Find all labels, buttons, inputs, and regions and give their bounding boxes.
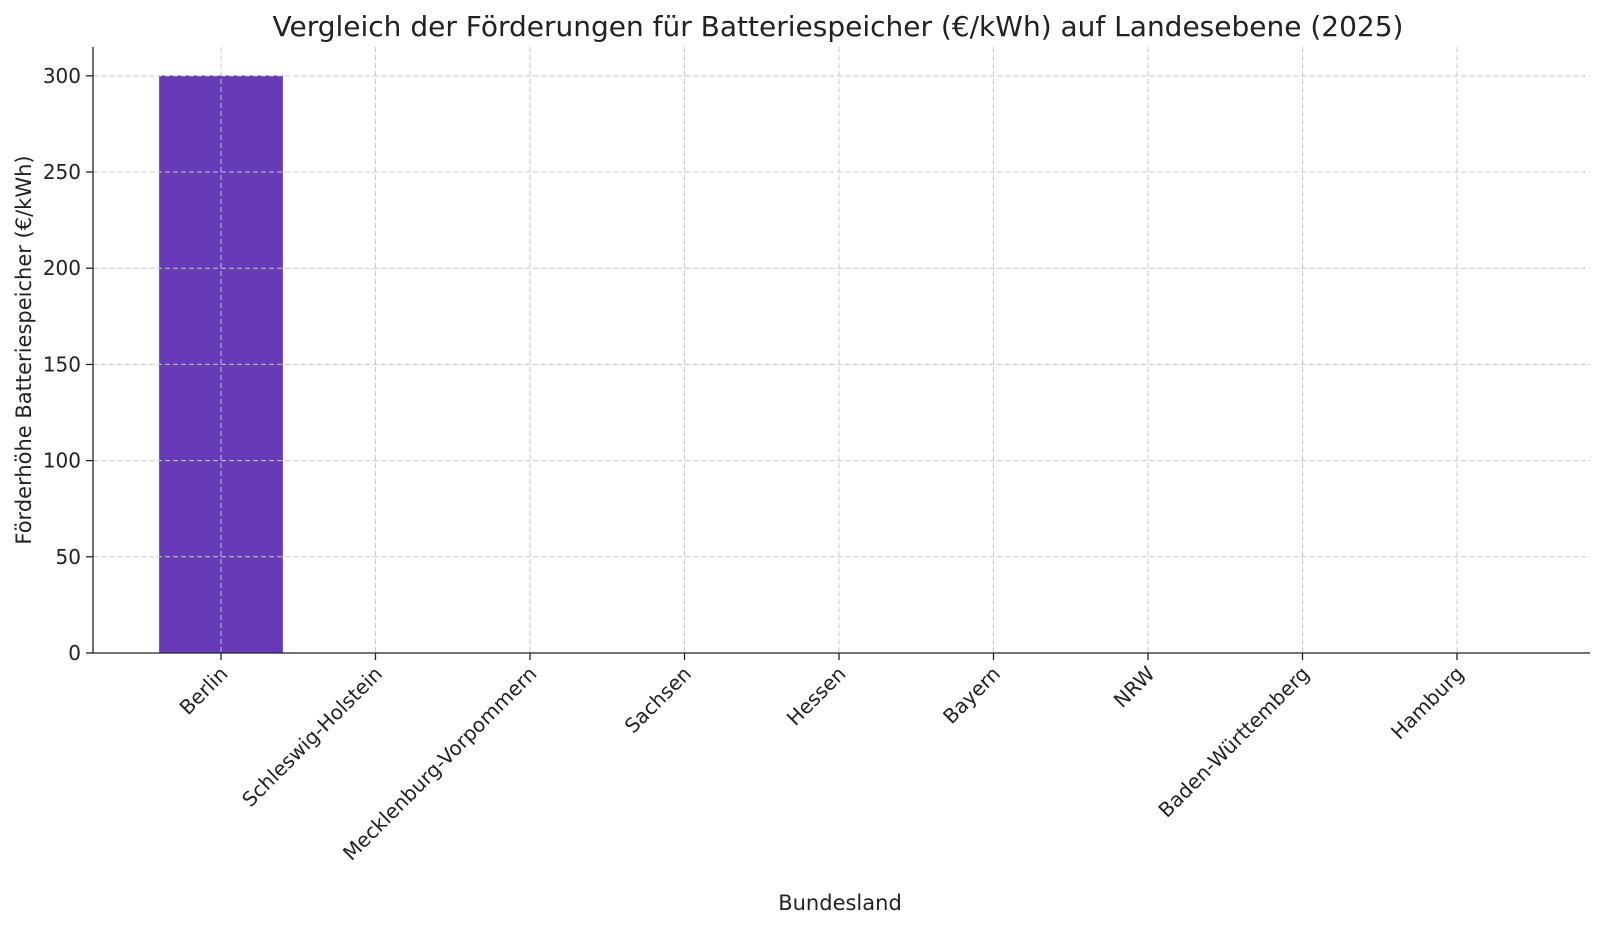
x-tick-label: Sachsen xyxy=(620,662,696,738)
x-tick-label: Schleswig-Holstein xyxy=(237,662,387,812)
y-tick-label: 0 xyxy=(68,641,81,665)
x-tick-label: Berlin xyxy=(175,662,233,720)
axes xyxy=(92,47,1590,654)
grid xyxy=(93,47,1590,654)
y-tick-label: 250 xyxy=(43,160,81,184)
y-tick-label: 150 xyxy=(43,352,81,376)
x-ticks: Berlin Schleswig-HolsteinMecklenburg-Vorp… xyxy=(175,653,1469,865)
y-tick-label: 200 xyxy=(43,256,81,280)
x-axis-label: Bundesland xyxy=(778,891,902,915)
y-tick-label: 300 xyxy=(43,64,81,88)
y-tick-label: 100 xyxy=(43,449,81,473)
x-tick-label: Hamburg xyxy=(1386,662,1469,745)
x-tick-label: Baden-Württemberg xyxy=(1153,662,1314,823)
x-tick-label: Hessen xyxy=(782,662,851,731)
y-ticks: 0 50 100 150 200 250 300 xyxy=(43,64,93,665)
y-tick-label: 50 xyxy=(56,545,81,569)
x-tick-label: NRW xyxy=(1109,661,1160,712)
chart-title: Vergleich der Förderungen für Batteriesp… xyxy=(273,10,1404,43)
x-tick-label: Bayern xyxy=(938,662,1005,729)
y-axis-label: Förderhöhe Batteriespeicher (€/kWh) xyxy=(12,155,36,544)
